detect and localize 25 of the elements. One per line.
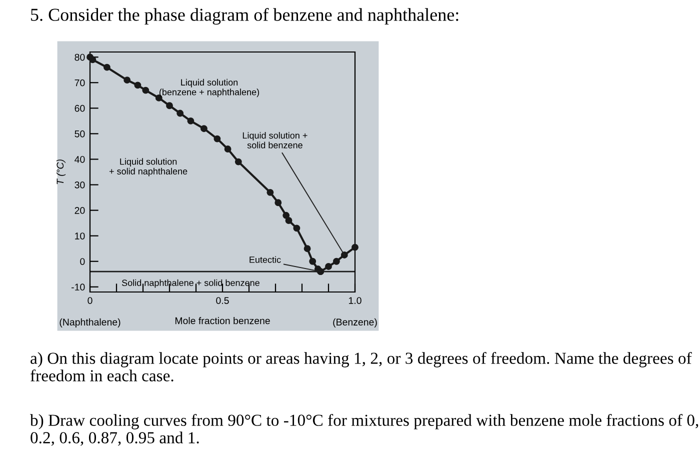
- y-tick-label: 10: [75, 232, 85, 240]
- y-tick-label: -10: [72, 284, 85, 291]
- text: (Benzene): [333, 318, 377, 328]
- y-tick-label: 80: [74, 54, 85, 61]
- y-tick-label: 60: [74, 104, 85, 112]
- chart-title: 5. Consider the phase diagram of benzene and naphthalene:: [31, 8, 458, 25]
- annotation: Liquid solution + solid naphthalene: [109, 158, 188, 176]
- x-tick-label: 0.5: [216, 297, 229, 304]
- y-tick-label: 50: [74, 130, 85, 138]
- y-tick-label: 70: [74, 79, 85, 86]
- annotation: Liquid solution (benzene + naphthalene): [159, 78, 260, 98]
- annotation: Solid naphthalene + solid benzene: [122, 279, 260, 288]
- x-tick-label: 0: [88, 297, 92, 304]
- y-tick-label: 30: [74, 182, 85, 188]
- annotation: Eutectic: [250, 256, 281, 263]
- x-axis-title: Mole fraction benzene: [175, 317, 270, 324]
- annotation: Liquid solution + solid benzene: [242, 132, 308, 148]
- y-tick-label: 40: [74, 156, 85, 163]
- y-tick-label: 0: [80, 258, 85, 265]
- x-tick-label: 1.0: [348, 297, 362, 304]
- y-axis-title: T (°C): [56, 160, 66, 184]
- text: b) Draw cooling curves from 90°C to -10°C for mixtures prepared with benzene mole fractions of 0, 0.2, 0.6, 0.87, 0.95 and 1.: [30, 414, 698, 446]
- text: a) On this diagram locate points or areas having 1, 2, or 3 degrees of freedom. Name the degrees of freedom in each case.: [30, 352, 692, 382]
- y-tick-label: 20: [74, 207, 85, 214]
- text: (Naphthalene): [60, 318, 120, 328]
